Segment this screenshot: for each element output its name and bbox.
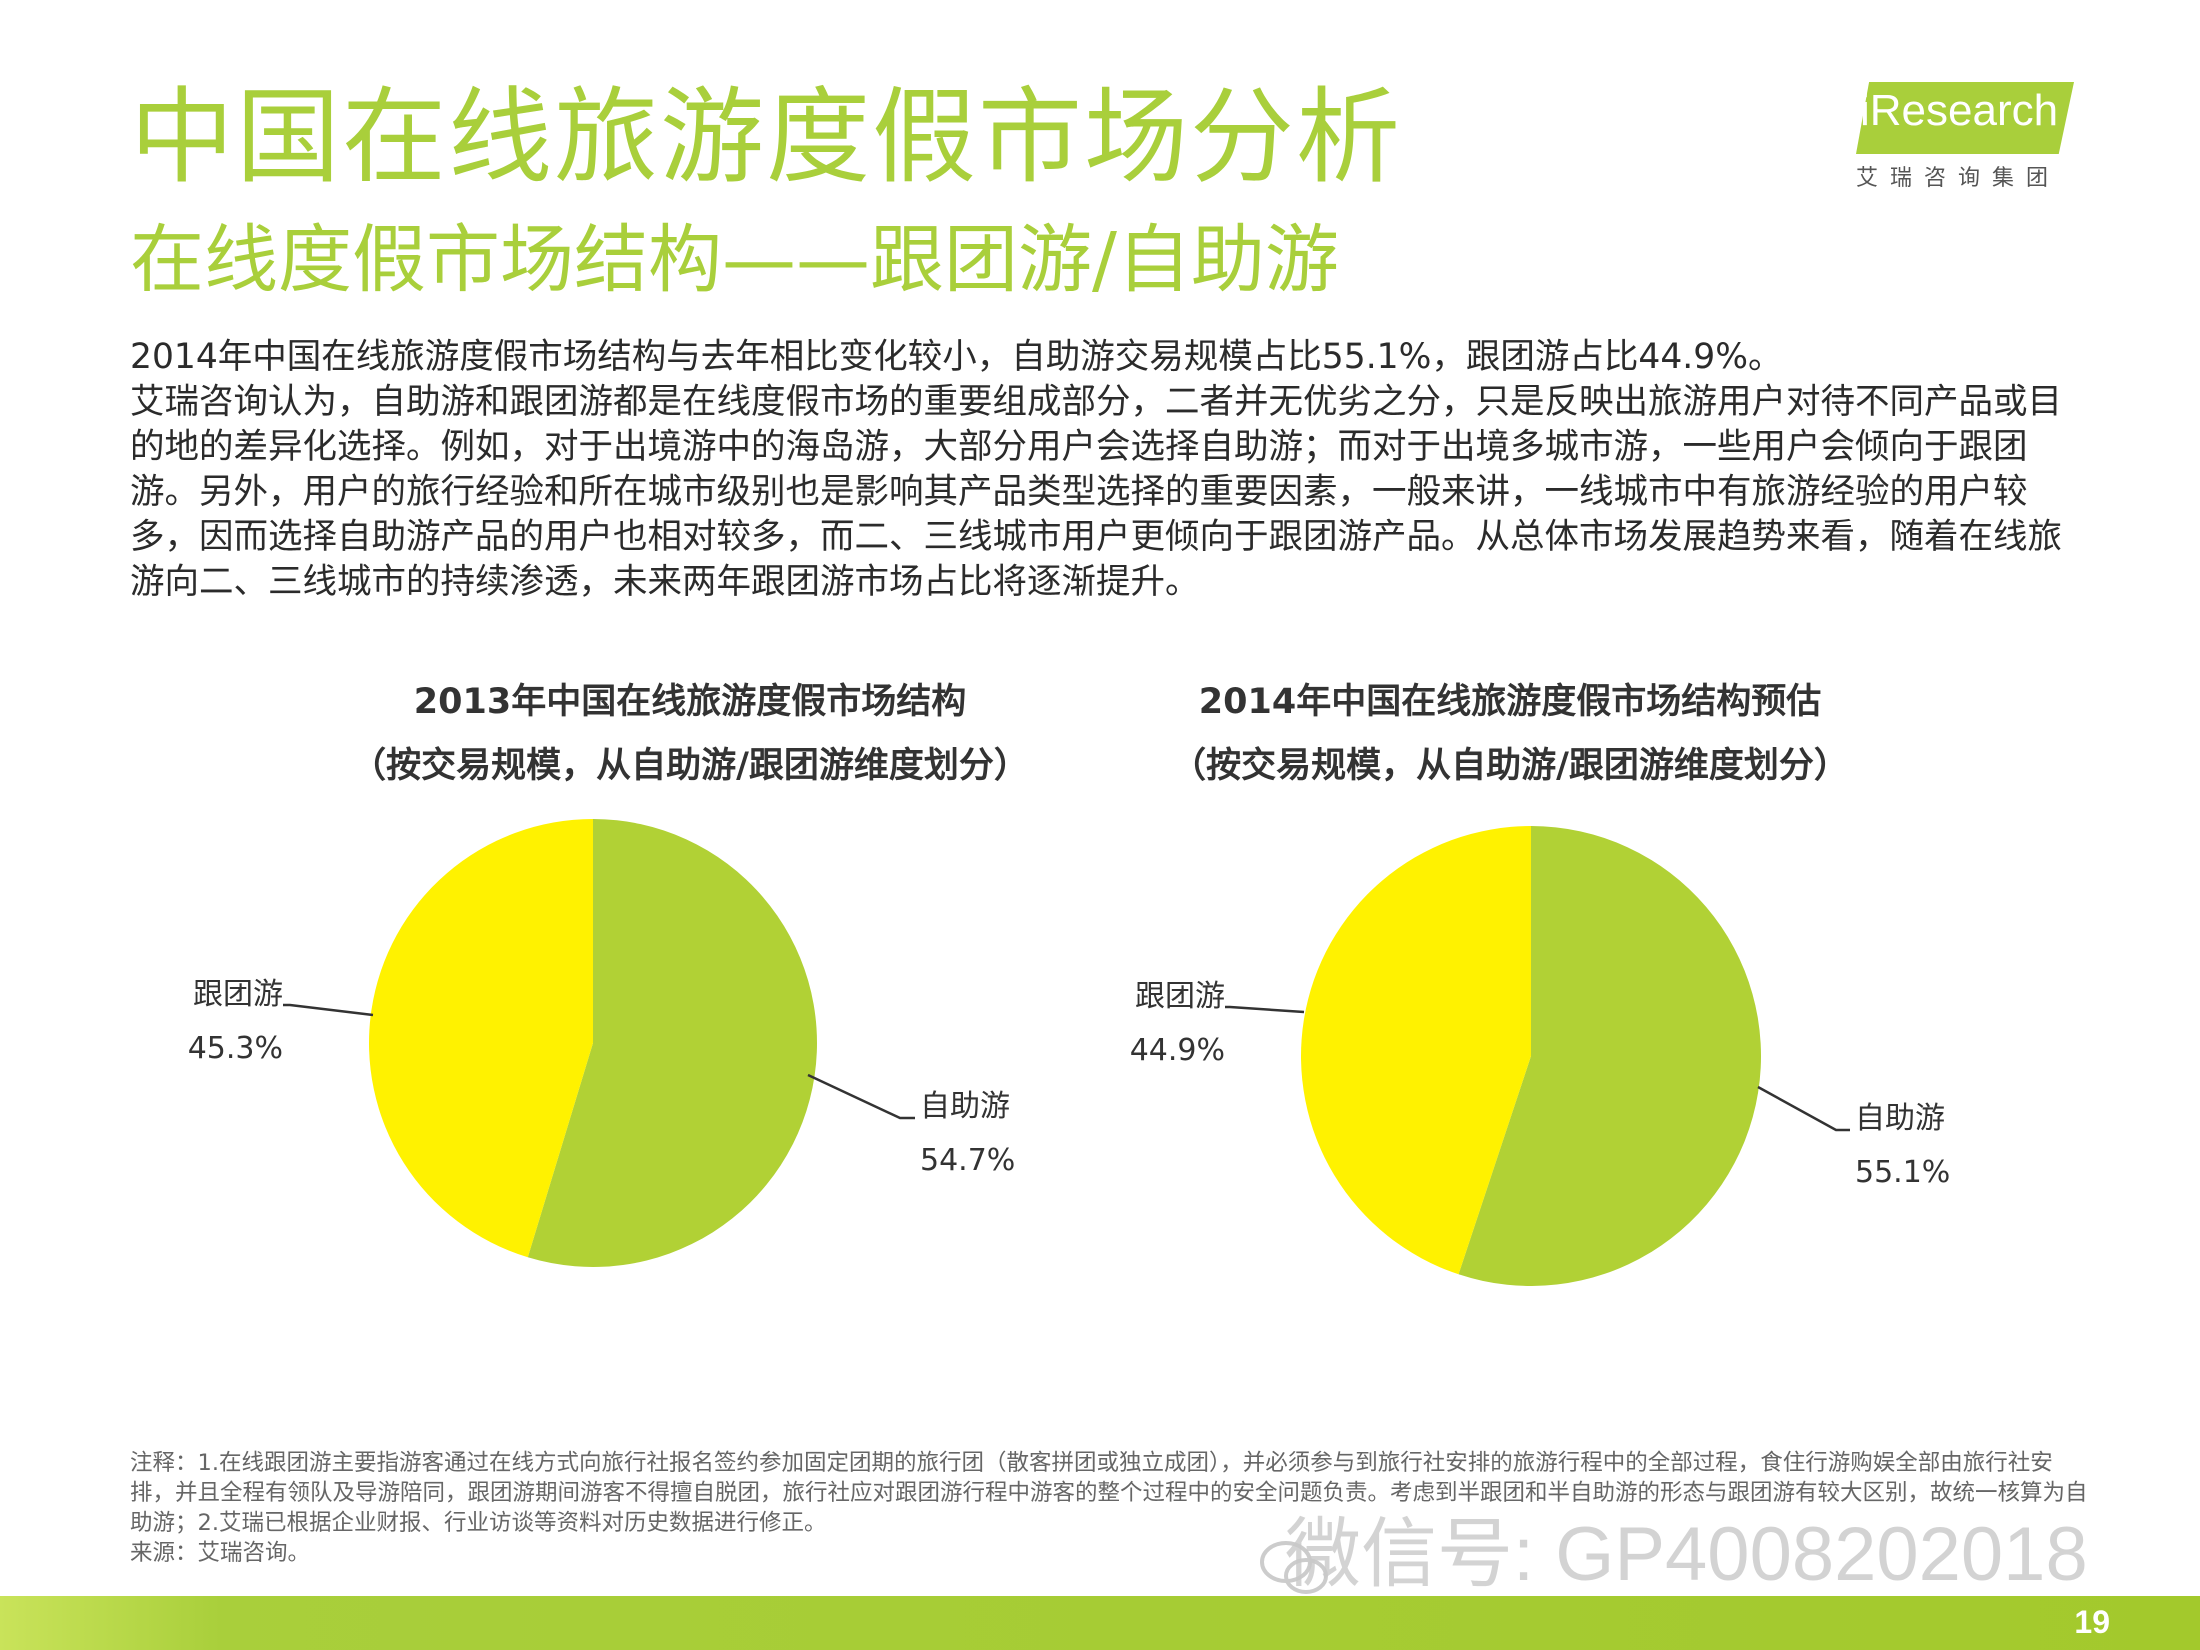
slice-category-label: 自助游 [920,1089,1010,1124]
analysis-paragraph: 艾瑞咨询认为，自助游和跟团游都是在线度假市场的重要组成部分，二者并无优劣之分，只… [130,382,2062,602]
chart-subtitle: （按交易规模，从自助游/跟团游维度划分） [351,746,1029,786]
footnote-source: 来源：艾瑞咨询。 [130,1540,311,1566]
chart-title: 2014年中国在线旅游度假市场结构预估 [1198,682,1822,722]
wechat-watermark: 微信号: GP4008202018 [1285,1512,2088,1597]
page-subtitle: 在线度假市场结构——跟团游/自助游 [130,217,1339,303]
logo-wordmark: iResearch [1860,86,2059,135]
page-title: 中国在线旅游度假市场分析 [130,76,1403,198]
chart-title: 2013年中国在线旅游度假市场结构 [413,682,967,722]
pie-slice-group-tour [1301,826,1531,1275]
pie-slice-self-guided [1458,826,1762,1286]
slice-category-label: 自助游 [1855,1101,1945,1136]
iresearch-logo: iResearch 艾瑞咨询集团 [1850,78,2080,198]
wechat-icon [1260,1541,1328,1594]
slice-category-label: 跟团游 [1135,979,1225,1014]
footnote: 注释：1.在线跟团游主要指游客通过在线方式向旅行社报名签约参加固定团期的旅行团（… [130,1448,2090,1568]
page-number: 19 [2074,1604,2110,1640]
pie-slice-group-tour [369,819,593,1258]
leader-line [1225,1005,1305,1014]
leader-line [283,1003,374,1017]
analysis-paragraph: 2014年中国在线旅游度假市场结构与去年相比变化较小，自助游交易规模占比55.1… [130,337,1783,377]
leader-line [1757,1085,1850,1132]
pie-slice-self-guided [527,819,818,1268]
leader-line [807,1073,915,1120]
footer-bar [0,1596,2200,1650]
chart-2014-heading: 2014年中国在线旅游度假市场结构预估 （按交易规模，从自助游/跟团游维度划分） [1010,670,2010,798]
slice-percent-label: 44.9% [1130,1033,1225,1068]
slice-category-label: 跟团游 [193,977,283,1012]
chart-subtitle: （按交易规模，从自助游/跟团游维度划分） [1171,746,1849,786]
footnote-note: 注释：1.在线跟团游主要指游客通过在线方式向旅行社报名签约参加固定团期的旅行团（… [130,1450,2088,1536]
logo-chinese-name: 艾瑞咨询集团 [1856,166,2061,191]
slice-percent-label: 45.3% [188,1031,283,1066]
slice-percent-label: 54.7% [920,1143,1015,1178]
logo-flag-shape [1856,82,2074,154]
analysis-text: 2014年中国在线旅游度假市场结构与去年相比变化较小，自助游交易规模占比55.1… [130,335,2080,605]
chart-2013-heading: 2013年中国在线旅游度假市场结构 （按交易规模，从自助游/跟团游维度划分） [190,670,1190,798]
slice-percent-label: 55.1% [1855,1155,1950,1190]
